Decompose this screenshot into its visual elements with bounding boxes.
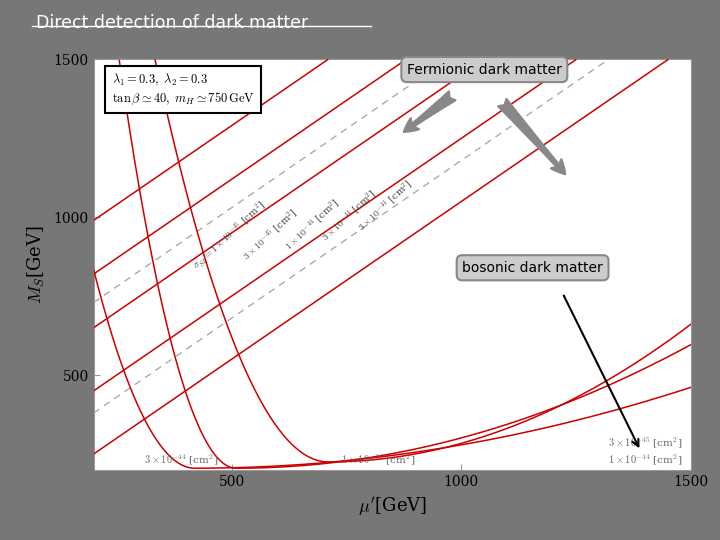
Text: bosonic dark matter: bosonic dark matter (462, 261, 603, 275)
Text: $3\times10^{-45}$ [cm$^2$]: $3\times10^{-45}$ [cm$^2$] (608, 436, 682, 451)
Text: $3\times10^{-44}$ [cm$^2$]: $3\times10^{-44}$ [cm$^2$] (318, 186, 379, 245)
X-axis label: $\mu^{\prime}$[GeV]: $\mu^{\prime}$[GeV] (358, 496, 427, 518)
Text: Fermionic dark matter: Fermionic dark matter (407, 63, 562, 77)
Text: $1\times10^{-44}$ [cm$^2$]: $1\times10^{-44}$ [cm$^2$] (341, 453, 416, 468)
Text: $3\times10^{-44}$ [cm$^2$]: $3\times10^{-44}$ [cm$^2$] (144, 453, 218, 468)
Text: $1\times10^{-44}$ [cm$^2$]: $1\times10^{-44}$ [cm$^2$] (282, 196, 343, 254)
Text: $1\times10^{-44}$ [cm$^2$]: $1\times10^{-44}$ [cm$^2$] (608, 453, 682, 468)
Text: $\lambda_1 = 0.3,\ \lambda_2 = 0.3$
$\tan\beta \simeq 40,\ m_H \simeq 750\,\math: $\lambda_1 = 0.3,\ \lambda_2 = 0.3$ $\ta… (112, 72, 255, 106)
Y-axis label: $M_S$[GeV]: $M_S$[GeV] (26, 225, 47, 304)
Text: $3\times10^{-44}$ [cm$^2$]: $3\times10^{-44}$ [cm$^2$] (355, 177, 416, 235)
Text: $3\times10^{-45}$ [cm$^2$]: $3\times10^{-45}$ [cm$^2$] (240, 206, 301, 264)
Text: Direct detection of dark matter: Direct detection of dark matter (36, 14, 308, 31)
Text: $\sigma_{SI} = 1\times10^{-45}$ [cm$^2$]: $\sigma_{SI} = 1\times10^{-45}$ [cm$^2$] (190, 199, 269, 273)
